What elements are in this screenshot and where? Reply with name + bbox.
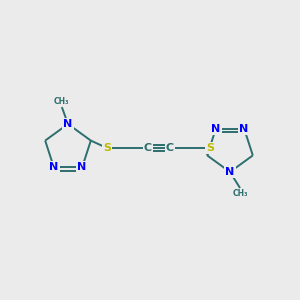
Text: N: N	[63, 119, 73, 129]
Text: S: S	[103, 143, 111, 153]
Text: N: N	[77, 162, 87, 172]
Text: C: C	[144, 143, 152, 153]
Text: N: N	[49, 162, 58, 172]
Text: N: N	[211, 124, 220, 134]
Text: CH₃: CH₃	[232, 190, 248, 199]
Text: CH₃: CH₃	[54, 97, 70, 106]
Text: N: N	[239, 124, 249, 134]
Text: S: S	[206, 143, 214, 153]
Text: N: N	[225, 167, 235, 177]
Text: C: C	[166, 143, 174, 153]
